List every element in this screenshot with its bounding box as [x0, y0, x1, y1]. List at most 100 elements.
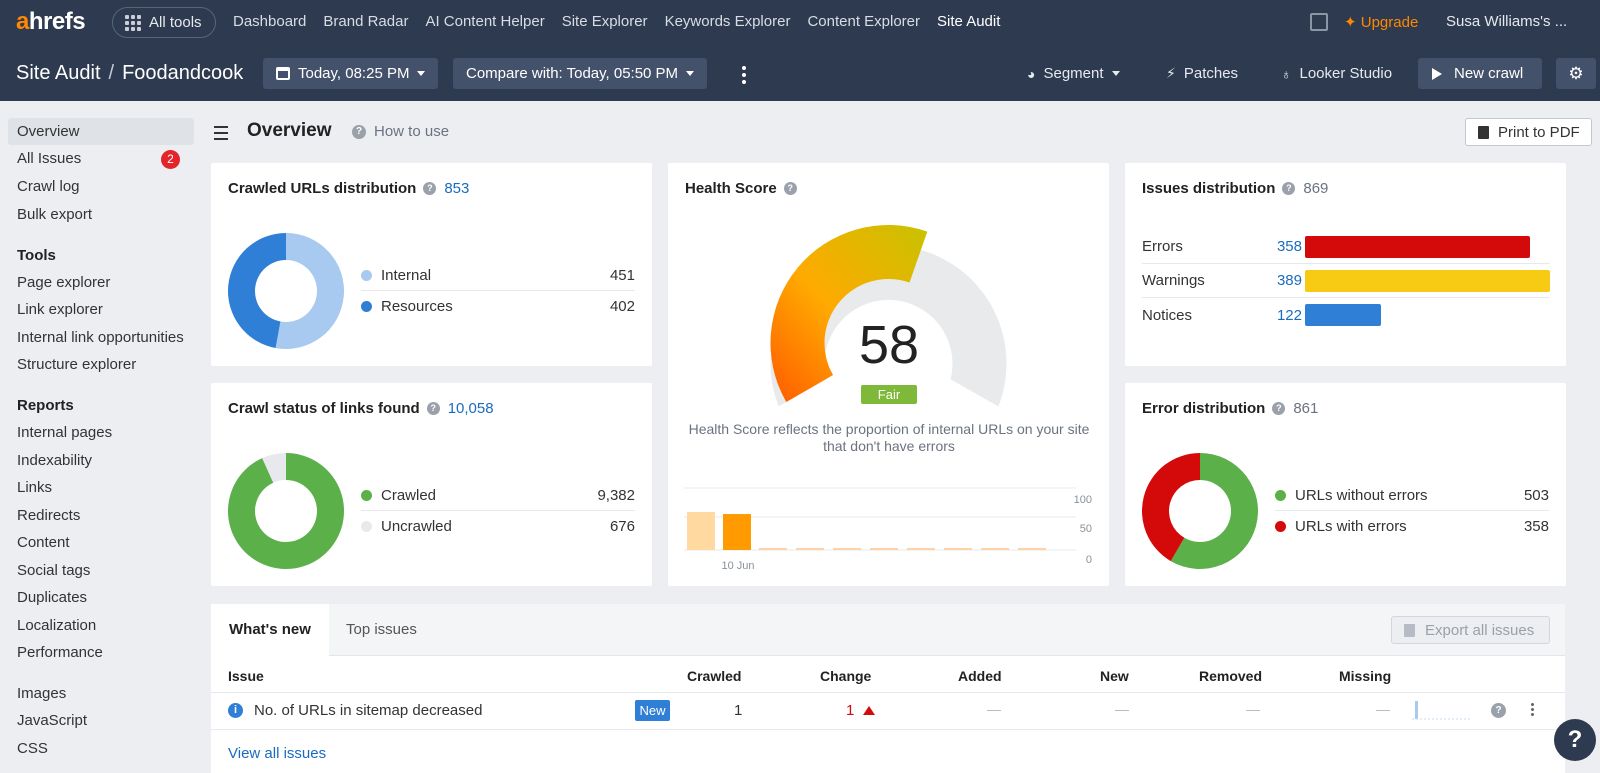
settings-button[interactable]: ⚙ [1556, 58, 1596, 89]
how-to-use-link[interactable]: ? How to use [352, 123, 449, 140]
removed-empty [1246, 710, 1260, 711]
help-icon[interactable]: ? [1282, 182, 1296, 195]
sidebar-item-page-explorer[interactable]: Page explorer [17, 274, 111, 291]
menu-toggle-icon[interactable] [214, 126, 228, 144]
crawl-status-slice-0[interactable] [228, 453, 344, 569]
help-icon[interactable]: ? [1491, 703, 1506, 718]
crawl-status-card: Crawl status of links found ? 10,058 Cra… [211, 383, 652, 586]
sidebar-item-redirects[interactable]: Redirects [17, 507, 81, 524]
sidebar-item-overview[interactable]: Overview [8, 118, 194, 145]
export-all-issues-button[interactable]: Export all issues [1391, 616, 1550, 644]
sidebar-item-social-tags[interactable]: Social tags [17, 562, 91, 579]
issues-row-warnings[interactable]: Warnings 389 [1142, 264, 1550, 298]
legend-row-internal[interactable]: Internal 451 [361, 260, 635, 291]
col-new[interactable]: New [1100, 668, 1129, 684]
card-title: Crawl status of links found [228, 400, 420, 417]
crawl-status-slice-1[interactable] [262, 453, 286, 483]
trend-sparkline [1412, 701, 1470, 720]
gear-icon: ⚙ [1568, 63, 1584, 83]
legend-dot [361, 269, 372, 281]
issue-name-link[interactable]: No. of URLs in sitemap decreased [254, 702, 483, 719]
legend-row-resources[interactable]: Resources 402 [361, 291, 635, 322]
crawl-status-donut [228, 453, 344, 569]
bolt-icon: ⚡ [1166, 65, 1176, 81]
sidebar-item-content[interactable]: Content [17, 534, 70, 551]
compare-dropdown[interactable]: Compare with: Today, 05:50 PM [453, 58, 708, 89]
legend-row-with-errors[interactable]: URLs with errors 358 [1275, 511, 1549, 542]
history-bar-empty [907, 548, 935, 550]
nav-site-audit[interactable]: Site Audit [937, 13, 1001, 30]
legend-row-crawled[interactable]: Crawled 9,382 [361, 480, 635, 511]
row-more-icon[interactable] [1531, 703, 1535, 716]
ahrefs-logo[interactable]: ahrefs [16, 8, 86, 35]
nav-content-explorer[interactable]: Content Explorer [807, 13, 921, 30]
tab-whats-new[interactable]: What's new [211, 604, 329, 656]
help-icon[interactable]: ? [1272, 402, 1286, 415]
breadcrumb-project[interactable]: Foodandcook [122, 62, 244, 84]
sidebar-item-internal-pages[interactable]: Internal pages [17, 424, 113, 441]
patches-button[interactable]: ⚡ Patches [1166, 65, 1239, 82]
sidebar-item-internal-link-opportunities[interactable]: Internal link opportunities [17, 329, 184, 346]
view-all-issues-link[interactable]: View all issues [228, 745, 327, 762]
upgrade-link[interactable]: ✦ Upgrade [1344, 14, 1419, 31]
sidebar-item-localization[interactable]: Localization [17, 617, 97, 634]
help-icon[interactable]: ? [426, 402, 440, 415]
breadcrumb-section[interactable]: Site Audit [16, 62, 101, 84]
nav-site-explorer[interactable]: Site Explorer [561, 13, 648, 30]
sidebar-item-duplicates[interactable]: Duplicates [17, 589, 88, 606]
error-dist-slice-1[interactable] [1142, 453, 1200, 562]
pie-icon: ◕ [1027, 65, 1036, 82]
help-chat-button[interactable]: ? [1554, 719, 1596, 761]
errors-bar [1305, 235, 1531, 258]
sidebar-item-crawl-log[interactable]: Crawl log [17, 178, 80, 195]
col-issue[interactable]: Issue [228, 668, 264, 684]
segment-dropdown[interactable]: ◕ Segment [1027, 58, 1120, 89]
col-change[interactable]: Change [820, 668, 872, 684]
nav-dashboard[interactable]: Dashboard [233, 13, 307, 30]
sidebar-item-images[interactable]: Images [17, 685, 67, 702]
sidebar-item-all-issues[interactable]: All Issues 2 [8, 145, 194, 172]
all-tools-button[interactable]: All tools [112, 7, 216, 38]
caret-down-icon [1111, 71, 1120, 76]
nav-brand-radar[interactable]: Brand Radar [323, 13, 409, 30]
sidebar-item-indexability[interactable]: Indexability [17, 452, 93, 469]
new-crawl-button[interactable]: New crawl [1418, 58, 1542, 89]
help-icon[interactable]: ? [783, 182, 797, 195]
legend-row-no-errors[interactable]: URLs without errors 503 [1275, 480, 1549, 511]
help-icon[interactable]: ? [423, 182, 437, 195]
card-total[interactable]: 853 [444, 180, 470, 197]
user-menu[interactable]: Susa Williams's ... [1446, 13, 1568, 30]
history-bar-empty [759, 548, 787, 550]
tab-top-issues[interactable]: Top issues [346, 621, 417, 638]
col-added[interactable]: Added [958, 668, 1002, 684]
sidebar-item-links[interactable]: Links [17, 479, 53, 496]
col-missing[interactable]: Missing [1339, 668, 1392, 684]
nav-keywords-explorer[interactable]: Keywords Explorer [664, 13, 791, 30]
date-dropdown[interactable]: Today, 08:25 PM [263, 58, 439, 89]
calendar-icon [276, 67, 290, 80]
breadcrumb: Site Audit / Foodandcook [16, 62, 244, 84]
caret-down-icon [686, 71, 695, 76]
nav-ai-content-helper[interactable]: AI Content Helper [425, 13, 545, 30]
info-icon: i [228, 703, 243, 718]
tablet-icon[interactable] [1310, 13, 1328, 31]
issues-row-errors[interactable]: Errors 358 [1142, 230, 1550, 264]
error-dist-slice-0[interactable] [1170, 453, 1258, 569]
legend-row-uncrawled[interactable]: Uncrawled 676 [361, 511, 635, 542]
print-to-pdf-button[interactable]: Print to PDF [1465, 118, 1592, 146]
sidebar-item-css[interactable]: CSS [17, 740, 48, 757]
sidebar-item-performance[interactable]: Performance [17, 644, 103, 661]
col-removed[interactable]: Removed [1199, 668, 1263, 684]
crawled-urls-slice-1[interactable] [228, 233, 286, 349]
sidebar-item-bulk-export[interactable]: Bulk export [17, 206, 93, 223]
issues-row-notices[interactable]: Notices 122 [1142, 298, 1550, 332]
looker-studio-button[interactable]: ♁ Looker Studio [1281, 65, 1393, 82]
col-crawled[interactable]: Crawled [687, 668, 742, 684]
more-options-icon[interactable] [742, 66, 746, 87]
sidebar-item-link-explorer[interactable]: Link explorer [17, 301, 103, 318]
crawled-value[interactable]: 1 [734, 702, 743, 719]
sidebar-item-javascript[interactable]: JavaScript [17, 712, 88, 729]
crawled-urls-slice-0[interactable] [275, 233, 344, 349]
card-total[interactable]: 10,058 [447, 400, 494, 417]
sidebar-item-structure-explorer[interactable]: Structure explorer [17, 356, 137, 373]
